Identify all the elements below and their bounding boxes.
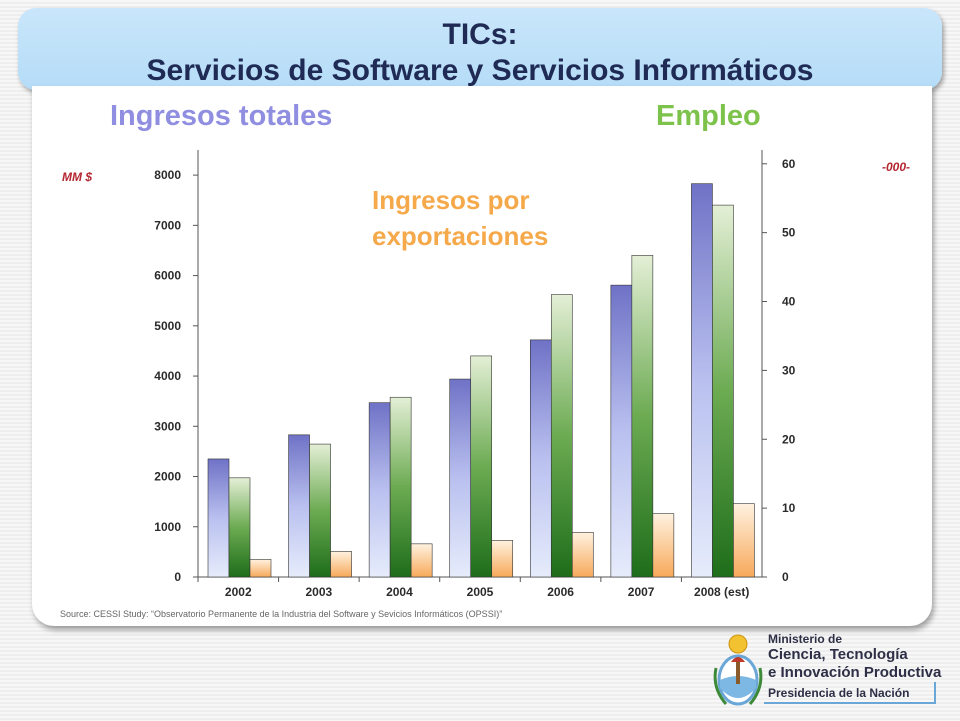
left-tick-label: 0 (174, 570, 181, 584)
page-subtitle: Servicios de Software y Servicios Inform… (146, 54, 814, 87)
left-tick-label: 8000 (154, 168, 181, 182)
exportaciones-label-line2: exportaciones (372, 221, 549, 251)
category-label: 2008 (est) (694, 585, 749, 599)
logo-rule (764, 682, 936, 704)
coat-of-arms-icon (713, 634, 763, 706)
category-label: 2007 (628, 585, 655, 599)
ministry-logo: Ministerio de Ciencia, Tecnología e Inno… (712, 628, 952, 718)
exportaciones-bar (330, 551, 352, 578)
category-label: 2002 (225, 585, 252, 599)
left-axis-unit: MM $ (62, 170, 92, 184)
source-note: Source: CESSI Study: “Observatorio Perma… (60, 609, 503, 619)
right-tick-label: 30 (782, 363, 796, 377)
left-tick-label: 1000 (154, 520, 181, 534)
ingresos-bar (288, 434, 310, 578)
exportaciones-bar (652, 513, 675, 578)
ingresos-bar (691, 183, 713, 578)
logo-text-1: Ministerio de (768, 632, 843, 646)
exportaciones-bar (491, 540, 514, 578)
ingresos-bar (610, 284, 633, 578)
left-tick-label: 3000 (154, 419, 181, 433)
right-tick-label: 0 (782, 570, 789, 584)
empleo-label: Empleo (656, 100, 761, 132)
ingresos-bar (368, 402, 391, 578)
exportaciones-bar (733, 503, 755, 578)
logo-text-3: e Innovación Productiva (768, 664, 942, 681)
empleo-bar (228, 477, 251, 578)
right-axis-unit: -000- (882, 160, 911, 174)
category-label: 2005 (467, 585, 494, 599)
exportaciones-bar (410, 543, 433, 578)
ingresos-totales-label: Ingresos totales (110, 100, 333, 132)
right-tick-label: 60 (782, 157, 796, 171)
left-tick-label: 2000 (154, 470, 181, 484)
empleo-bar (550, 294, 573, 578)
category-label: 2006 (547, 585, 574, 599)
exportaciones-bar (249, 559, 272, 578)
category-label: 2003 (306, 585, 333, 599)
exportaciones-label-line1: Ingresos por (372, 185, 530, 215)
category-label: 2004 (386, 585, 413, 599)
exportaciones-label: Ingresos por exportaciones (372, 182, 548, 254)
empleo-bar (470, 355, 493, 578)
ingresos-bar (529, 339, 552, 578)
logo-text-2: Ciencia, Tecnología (768, 646, 908, 663)
ingresos-bar (207, 458, 230, 578)
logo-text-4: Presidencia de la Nación (768, 686, 910, 700)
empleo-bar (631, 255, 654, 578)
left-tick-label: 4000 (154, 369, 181, 383)
right-tick-label: 40 (782, 295, 796, 309)
ingresos-bar (449, 378, 472, 578)
right-tick-label: 50 (782, 226, 796, 240)
empleo-bar (712, 204, 734, 578)
left-tick-label: 5000 (154, 319, 181, 333)
left-tick-label: 6000 (154, 269, 181, 283)
right-tick-label: 20 (782, 432, 796, 446)
title-bar: TICs: Servicios de Software y Servicios … (18, 8, 942, 90)
empleo-bar (309, 443, 331, 578)
empleo-bar (389, 396, 412, 578)
page-title: TICs: (442, 18, 518, 51)
right-tick-label: 10 (782, 501, 796, 515)
exportaciones-bar (571, 531, 594, 578)
left-tick-label: 7000 (154, 218, 181, 232)
